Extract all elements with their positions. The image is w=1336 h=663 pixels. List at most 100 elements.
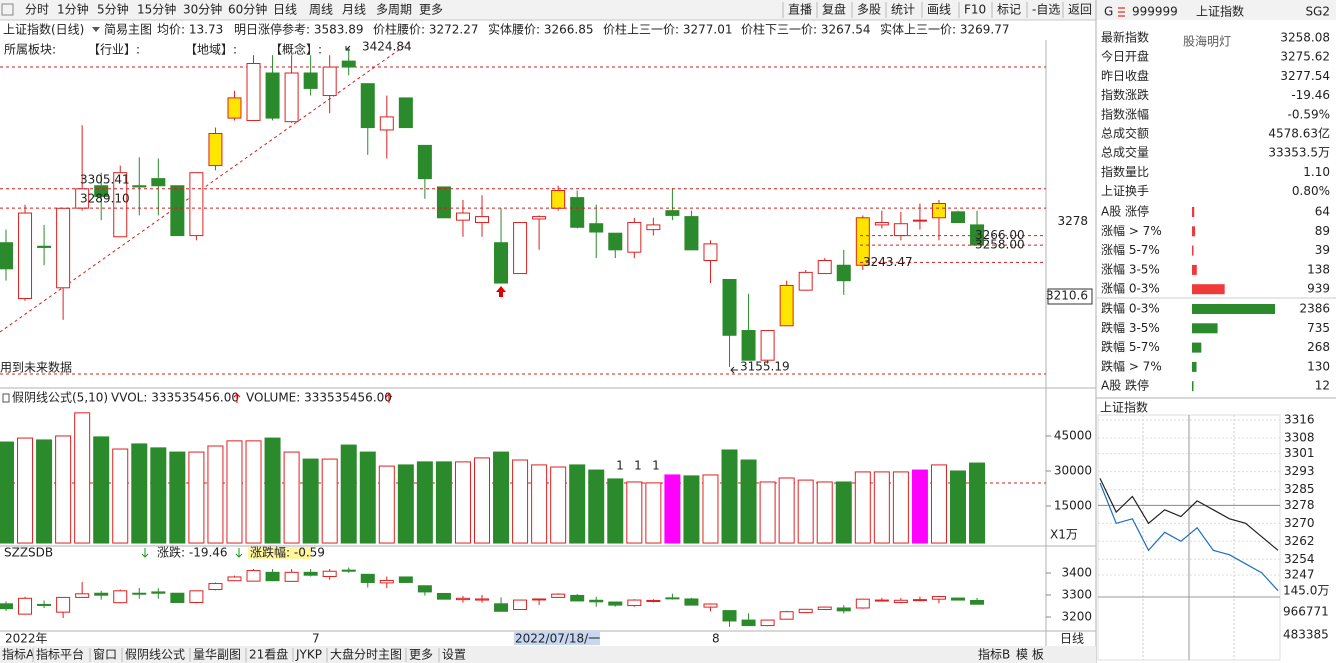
toolbar-tab[interactable]: 5分钟 (97, 2, 129, 17)
breadth-label: 跌幅 > 7% (1101, 358, 1162, 373)
intraday-volume-label: 145.0万 (1283, 584, 1329, 598)
candle-body (398, 97, 413, 129)
toolbar-button[interactable]: 返回 (1068, 3, 1092, 17)
volume-bar (435, 461, 452, 544)
toolbar-button[interactable]: 复盘 (822, 2, 846, 17)
volume-bar (340, 444, 357, 544)
breadth-value: 138 (1307, 262, 1330, 276)
volume-legend: 假阴线公式(5,10) (12, 391, 108, 405)
period-label: 日线 (1060, 632, 1084, 646)
volume-bar (664, 474, 681, 544)
quote-value: 0.80% (1292, 184, 1330, 198)
toolbar-button[interactable]: -自选 (1032, 3, 1060, 17)
index-candle-body (113, 590, 128, 604)
volume-bar (55, 435, 72, 544)
bottom-tab[interactable]: 大盘分时主图 (330, 647, 402, 662)
toolbar-tab[interactable]: 分时 (25, 3, 49, 17)
quote-label: 今日开盘 (1101, 49, 1149, 64)
toolbar-button[interactable]: 画线 (927, 3, 951, 17)
intraday-tick-label: 3254 (1284, 552, 1315, 566)
index-candle-body (227, 576, 242, 582)
toolbar-tab[interactable]: 15分钟 (137, 2, 176, 17)
legend-highlight (248, 547, 312, 559)
price-axis-label: 3210.6 (1046, 289, 1088, 303)
breadth-label: 涨幅 5-7% (1101, 242, 1160, 257)
volume-bar (607, 478, 624, 544)
volume-legend: VVOL: 333535456.00 (111, 391, 239, 405)
index-candle-body (151, 591, 166, 594)
toolbar-tab[interactable]: 更多 (419, 3, 443, 17)
volume-bar (569, 464, 586, 544)
toolbar-tab[interactable]: 月线 (342, 3, 366, 17)
index-candle-body (56, 596, 71, 613)
index-candle-body (627, 599, 642, 607)
toolbar-tab[interactable]: 30分钟 (183, 2, 222, 17)
candle-body (37, 245, 52, 248)
quote-label: 总成交量 (1101, 145, 1149, 160)
bottom-tab[interactable]: 指标A (2, 647, 35, 662)
toolbar-tab[interactable]: 60分钟 (228, 2, 267, 17)
intraday-tick-label: 3247 (1284, 568, 1315, 582)
breadth-label: 跌幅 0-3% (1101, 301, 1160, 316)
toolbar-tab[interactable]: 日线 (273, 3, 297, 17)
y-tick-label: 15000 (1054, 499, 1092, 513)
breadth-label: A股 涨停 (1101, 204, 1149, 219)
breadth-label: 涨幅 3-5% (1101, 261, 1160, 276)
bottom-tab[interactable]: 假阴线公式 (125, 648, 185, 662)
toolbar-tab[interactable]: 周线 (309, 3, 333, 17)
chart-note: 用到未来数据 (0, 360, 72, 375)
toolbar-tab[interactable]: 多周期 (376, 3, 412, 17)
toolbar-button[interactable]: 标记 (997, 3, 1021, 17)
index-candle-body (874, 599, 889, 602)
index-candle-body (589, 599, 604, 603)
candle-body (722, 278, 737, 336)
volume-bar (188, 451, 205, 544)
index-candle-body (94, 592, 109, 596)
toolbar-button[interactable]: 统计 (891, 3, 915, 17)
candle-body (246, 62, 261, 121)
candle-body (551, 189, 566, 209)
breadth-label: 涨幅 0-3% (1101, 281, 1160, 296)
bottom-tab[interactable]: 指标平台 (36, 647, 84, 662)
volume-bar (131, 443, 148, 544)
bottom-tab[interactable]: 设置 (442, 648, 466, 662)
index-candle-body (341, 569, 356, 572)
index-candle-body (303, 571, 318, 576)
toolbar-button[interactable]: F10 (964, 3, 986, 17)
volume-bar (854, 471, 871, 544)
breadth-value: 64 (1315, 205, 1330, 219)
menu-icon[interactable] (1, 3, 14, 16)
candle-body (0, 242, 13, 270)
sector-label: 【行业】: (88, 43, 140, 57)
bottom-tab[interactable]: 量华副图 (193, 648, 241, 662)
indicator-value: 实体腰价: 3266.85 (488, 22, 593, 37)
price-cursor-box (1047, 288, 1093, 305)
bottom-tab[interactable]: 更多 (409, 648, 433, 662)
toolbar-button[interactable]: 直播 (788, 3, 812, 17)
toolbar-bg (0, 0, 1336, 20)
indicator-value: 价柱上三一价: 3277.01 (603, 22, 732, 37)
breadth-bar (1192, 361, 1197, 372)
volume-bar (759, 481, 776, 544)
candle-body (18, 212, 33, 299)
quote-value: 4578.63亿 (1268, 126, 1330, 141)
bottom-tab[interactable]: 指标B (978, 647, 1010, 662)
volume-bar (626, 481, 643, 544)
date-label: 2022/07/18/一 (515, 632, 600, 646)
toolbar-button[interactable]: 多股 (857, 3, 881, 17)
candle-body (703, 243, 718, 262)
bottom-tab[interactable]: JYKP (295, 648, 322, 662)
candle-body (893, 223, 908, 237)
bottom-tab[interactable]: 窗口 (93, 648, 117, 662)
toolbar-tab[interactable]: 1分钟 (57, 2, 89, 17)
price-label: 3424.84 (362, 40, 412, 54)
quote-value: 3277.54 (1280, 69, 1330, 83)
candle-body (75, 188, 90, 209)
y-tick-label: 45000 (1054, 428, 1092, 442)
bottom-tab[interactable]: 模 板 (1016, 648, 1044, 662)
chart-mode[interactable]: 简易主图 (104, 23, 152, 37)
index-candle-body (532, 598, 547, 601)
bottom-tab[interactable]: 21看盘 (249, 647, 288, 662)
candle-body (665, 210, 680, 216)
